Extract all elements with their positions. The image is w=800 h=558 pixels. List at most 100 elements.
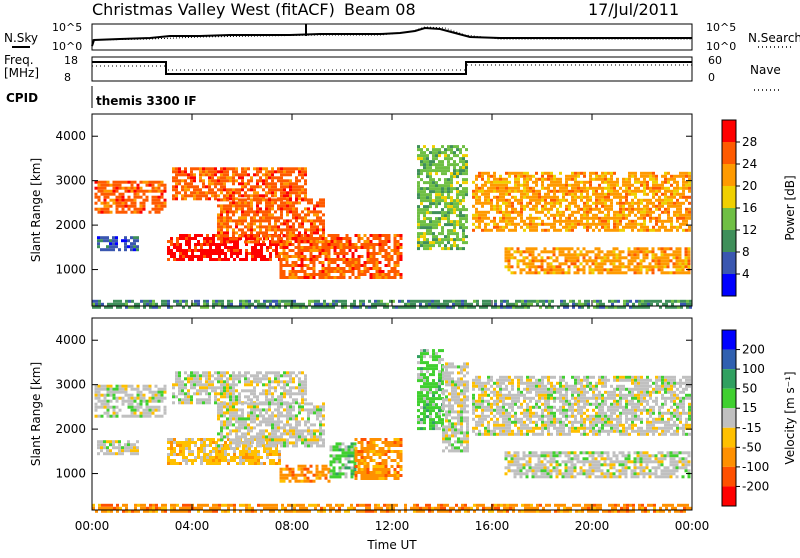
echo-cell <box>499 199 502 202</box>
echo-cell <box>301 383 304 386</box>
echo-cell <box>505 178 508 181</box>
echo-cell <box>184 197 187 200</box>
echo-cell <box>644 303 647 306</box>
echo-cell <box>265 179 268 182</box>
echo-cell <box>149 412 152 415</box>
echo-cell <box>244 374 247 377</box>
echo-cell <box>417 238 420 241</box>
echo-cell <box>447 157 450 160</box>
echo-cell <box>265 198 268 201</box>
echo-cell <box>438 151 441 154</box>
echo-cell <box>155 202 158 205</box>
echo-cell <box>238 182 241 185</box>
echo-cell <box>625 193 628 196</box>
echo-cell <box>462 187 465 190</box>
echo-cell <box>673 190 676 193</box>
echo-cell <box>380 300 383 303</box>
echo-cell <box>214 377 217 380</box>
echo-cell <box>499 196 502 199</box>
echo-cell <box>329 303 332 306</box>
echo-cell <box>238 201 241 204</box>
echo-cell <box>95 406 98 409</box>
echo-cell <box>322 231 325 234</box>
echo-cell <box>107 391 110 394</box>
echo-cell <box>628 247 631 250</box>
echo-cell <box>682 190 685 193</box>
echo-cell <box>241 173 244 176</box>
echo-cell <box>256 179 259 182</box>
echo-cell <box>478 211 481 214</box>
echo-cell <box>343 252 346 255</box>
echo-cell <box>197 234 200 237</box>
echo-cell <box>677 300 680 303</box>
echo-cell <box>304 398 307 401</box>
echo-cell <box>506 300 509 303</box>
echo-cell <box>188 459 191 462</box>
echo-cell <box>349 270 352 273</box>
echo-cell <box>640 229 643 232</box>
echo-cell <box>429 241 432 244</box>
echo-cell <box>104 406 107 409</box>
echo-cell <box>397 234 400 237</box>
echo-cell <box>589 184 592 187</box>
echo-cell <box>116 202 119 205</box>
echo-cell <box>423 199 426 202</box>
echo-cell <box>478 172 481 175</box>
echo-cell <box>232 231 235 234</box>
echo-cell <box>137 406 140 409</box>
echo-cell <box>667 256 670 259</box>
echo-cell <box>391 270 394 273</box>
echo-cell <box>343 258 346 261</box>
echo-cell <box>520 199 523 202</box>
echo-cell <box>328 261 331 264</box>
echo-cell <box>202 383 205 386</box>
echo-cell <box>592 208 595 211</box>
echo-cell <box>178 173 181 176</box>
echo-cell <box>215 303 218 306</box>
echo-cell <box>292 228 295 231</box>
echo-cell <box>444 202 447 205</box>
echo-cell <box>283 392 286 395</box>
echo-cell <box>622 178 625 181</box>
echo-cell <box>485 303 488 306</box>
echo-cell <box>595 262 598 265</box>
echo-cell <box>119 196 122 199</box>
echo-cell <box>310 252 313 255</box>
echo-cell <box>632 303 635 306</box>
echo-cell <box>429 160 432 163</box>
echo-cell <box>220 377 223 380</box>
echo-cell <box>289 377 292 380</box>
echo-cell <box>298 234 301 237</box>
echo-cell <box>688 256 691 259</box>
echo-cell <box>655 175 658 178</box>
echo-cell <box>286 246 289 249</box>
echo-cell <box>502 196 505 199</box>
echo-cell <box>220 222 223 225</box>
echo-cell <box>208 380 211 383</box>
echo-cell <box>265 398 268 401</box>
echo-cell <box>481 175 484 178</box>
echo-cell <box>638 303 641 306</box>
echo-cell <box>426 229 429 232</box>
echo-cell <box>508 202 511 205</box>
echo-cell <box>565 259 568 262</box>
echo-cell <box>444 199 447 202</box>
echo-cell <box>523 184 526 187</box>
echo-cell <box>373 243 376 246</box>
echo-cell <box>215 462 218 465</box>
echo-cell <box>688 202 691 205</box>
echo-cell <box>283 374 286 377</box>
echo-cell <box>215 243 218 246</box>
echo-cell <box>359 300 362 303</box>
echo-cell <box>376 261 379 264</box>
echo-cell <box>155 400 158 403</box>
echo-cell <box>127 440 130 443</box>
echo-cell <box>182 441 185 444</box>
echo-cell <box>217 179 220 182</box>
echo-cell <box>553 229 556 232</box>
echo-cell <box>649 250 652 253</box>
echo-cell <box>566 303 569 306</box>
echo-cell <box>349 267 352 270</box>
echo-cell <box>271 380 274 383</box>
echo-cell <box>283 243 286 246</box>
